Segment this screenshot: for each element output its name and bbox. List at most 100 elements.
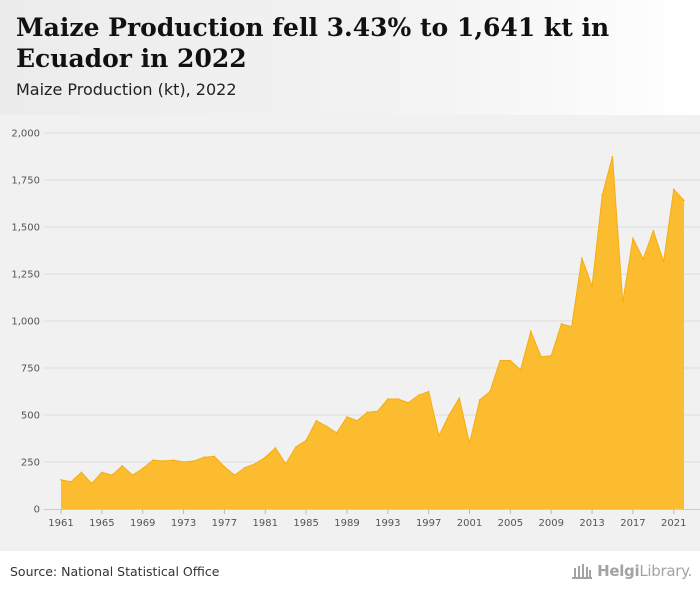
page-title: Maize Production fell 3.43% to 1,641 kt … [16,13,610,73]
data-point [295,446,297,448]
library-building-icon [572,564,593,579]
x-tick-label: 1961 [48,518,73,529]
data-point [244,466,246,469]
x-tick-label: 1969 [130,518,155,529]
data-point [366,411,369,413]
data-point [376,410,379,413]
data-point [121,464,124,467]
data-point [233,474,236,476]
data-point [182,461,185,463]
data-point [601,194,604,196]
source-note: Source: National Statistical Office [10,564,220,579]
data-point [683,199,685,202]
data-point [213,455,215,458]
x-tick-label: 1977 [212,518,237,529]
y-tick-label: 1,000 [11,317,40,328]
data-point [356,419,358,422]
data-point [192,460,195,462]
x-tick-label: 2013 [579,518,604,529]
x-axis: 1961 1965 1969 1973 1977 1981 1985 1989 1993 1997… [44,509,700,529]
data-point [530,330,532,333]
data-point [407,401,410,404]
data-point [458,397,461,399]
data-point [101,471,103,474]
x-tick-label: 1973 [171,518,196,529]
y-tick-label: 250 [21,458,40,469]
data-point [499,359,501,362]
data-point [560,323,563,325]
x-tick-label: 1981 [253,518,278,529]
data-point [90,482,93,485]
data-point [591,285,593,288]
data-point [315,419,318,422]
x-tick-label: 2009 [539,518,564,529]
x-tick-label: 2021 [661,518,686,529]
data-point [80,471,83,474]
data-point [489,390,491,393]
data-point [274,447,277,449]
header-band: Maize Production fell 3.43% to 1,641 kt … [0,0,700,115]
data-point [632,237,634,240]
data-point [672,188,675,191]
area-series [60,155,685,509]
data-point [387,398,389,400]
x-tick-label: 1997 [416,518,441,529]
data-point [509,359,512,362]
data-point [254,463,256,465]
data-point [662,260,665,263]
data-point [131,474,134,476]
x-tick-label: 2001 [457,518,482,529]
data-point [305,439,307,442]
data-point [264,456,267,459]
y-tick-label: 2,000 [11,129,40,140]
data-point [346,416,348,418]
data-point [111,474,113,476]
data-point [652,229,655,232]
data-point [478,399,481,401]
y-tick-label: 1,750 [11,176,40,187]
data-point [162,460,164,462]
data-point [611,155,614,158]
data-point [519,369,522,371]
y-tick-label: 1,500 [11,223,40,234]
y-tick-label: 0 [34,505,40,516]
data-point [468,442,471,445]
area-chart: 0 250 500 750 1,000 1,250 1,500 1,750 2,000 1961… [11,129,700,529]
data-point [417,394,420,397]
helgi-library-logo[interactable]: HelgiLibrary. [571,560,692,582]
data-point [325,425,328,428]
data-point [172,459,175,461]
data-point [223,465,226,468]
data-point [438,434,440,437]
data-point [141,467,144,470]
y-tick-label: 750 [21,364,40,375]
x-tick-label: 2017 [620,518,645,529]
data-point [335,432,338,434]
data-point [540,355,542,358]
data-point [397,398,399,400]
data-point [203,456,205,459]
data-point [284,463,287,465]
y-axis: 0 250 500 750 1,000 1,250 1,500 1,750 2,000 [11,129,40,516]
logo-text: HelgiLibrary. [597,562,692,580]
chart-subtitle: Maize Production (kt), 2022 [16,80,237,99]
data-point [550,354,553,357]
data-point [570,325,573,328]
data-point [642,258,644,260]
data-point [60,479,62,481]
data-point [581,257,583,259]
x-tick-label: 2005 [498,518,523,529]
x-tick-label: 1989 [334,518,359,529]
data-point [70,480,73,483]
area-fill [61,156,684,509]
data-point [427,390,430,393]
y-tick-label: 500 [21,411,40,422]
x-tick-label: 1993 [375,518,400,529]
y-tick-label: 1,250 [11,270,40,281]
data-point [448,414,450,416]
x-tick-label: 1965 [89,518,114,529]
data-point [152,459,154,461]
x-tick-label: 1985 [293,518,318,529]
data-point [621,301,624,303]
area-line [60,156,685,485]
